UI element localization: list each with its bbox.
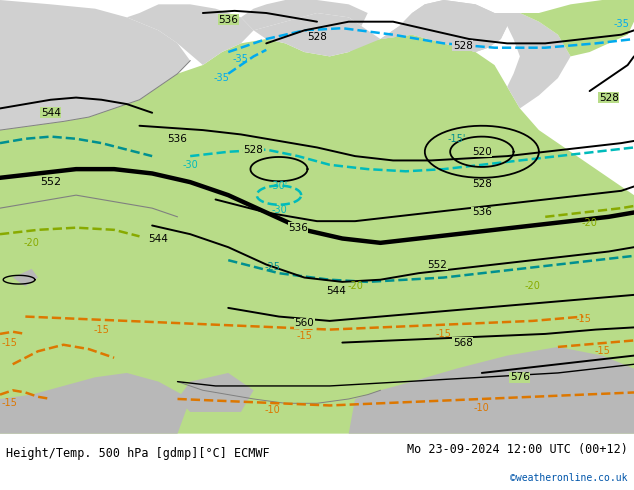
Polygon shape [380, 0, 571, 108]
Text: 536: 536 [472, 207, 492, 218]
Text: 528: 528 [472, 179, 492, 189]
Text: 520: 520 [472, 147, 492, 157]
Text: 552: 552 [40, 177, 61, 187]
Text: -10: -10 [265, 405, 280, 415]
Text: -20: -20 [524, 281, 541, 291]
Polygon shape [520, 0, 634, 56]
Polygon shape [0, 0, 190, 130]
Text: -15: -15 [1, 338, 18, 347]
Polygon shape [178, 373, 254, 412]
Text: 552: 552 [427, 260, 448, 270]
Text: -30: -30 [271, 205, 287, 215]
Polygon shape [13, 269, 38, 286]
Text: -15: -15 [1, 398, 18, 408]
Polygon shape [349, 347, 634, 434]
Polygon shape [127, 4, 254, 65]
Text: 544: 544 [148, 234, 169, 244]
Text: 536: 536 [218, 15, 238, 24]
Text: -15: -15 [296, 331, 313, 341]
Text: -10: -10 [474, 403, 489, 413]
Text: 536: 536 [288, 222, 308, 233]
Text: -30: -30 [183, 160, 198, 170]
Text: 536: 536 [167, 134, 188, 144]
Polygon shape [0, 35, 634, 434]
Text: 568: 568 [453, 338, 473, 347]
Text: 544: 544 [326, 286, 346, 295]
Polygon shape [0, 373, 190, 434]
Polygon shape [380, 0, 507, 52]
Text: -20: -20 [581, 219, 598, 228]
Text: ©weatheronline.co.uk: ©weatheronline.co.uk [510, 472, 628, 483]
Text: -20: -20 [23, 238, 40, 248]
Text: 528: 528 [243, 145, 264, 155]
Text: -35: -35 [613, 19, 630, 29]
Text: 544: 544 [41, 108, 61, 118]
Polygon shape [241, 0, 368, 30]
Text: -30': -30' [270, 181, 288, 192]
Text: -25: -25 [264, 262, 281, 271]
Polygon shape [254, 13, 380, 56]
Text: 528: 528 [453, 41, 473, 50]
Text: Height/Temp. 500 hPa [gdmp][°C] ECMWF: Height/Temp. 500 hPa [gdmp][°C] ECMWF [6, 447, 270, 460]
Text: 528: 528 [307, 32, 327, 42]
Text: -15: -15 [575, 314, 592, 324]
Text: -15: -15 [93, 324, 110, 335]
Text: -35: -35 [214, 73, 230, 83]
Text: -20: -20 [347, 281, 363, 291]
Text: 528: 528 [598, 93, 619, 102]
Text: Mo 23-09-2024 12:00 UTC (00+12): Mo 23-09-2024 12:00 UTC (00+12) [407, 443, 628, 456]
Text: -15': -15' [448, 134, 465, 144]
Text: 576: 576 [510, 372, 530, 382]
Text: -35: -35 [233, 53, 249, 64]
Text: -15: -15 [594, 346, 611, 356]
Text: -15: -15 [436, 329, 452, 339]
Text: 560: 560 [294, 318, 314, 328]
